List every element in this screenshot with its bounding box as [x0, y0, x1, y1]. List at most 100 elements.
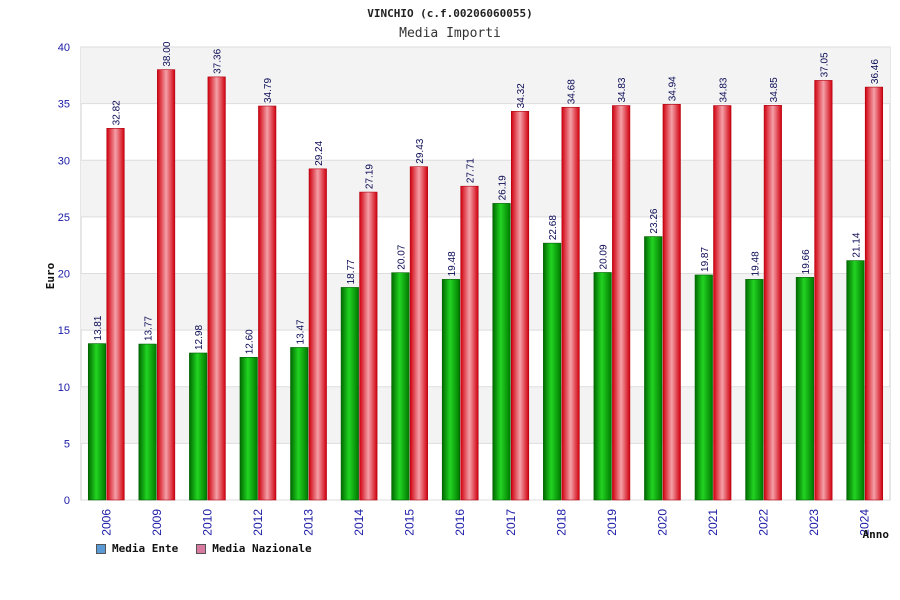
legend-label-media-nazionale: Media Nazionale: [212, 542, 312, 555]
bar-media-ente: [87, 343, 107, 501]
x-tick-label: 2017: [504, 509, 518, 536]
bar-media-ente: [694, 274, 713, 501]
data-label-media-nazionale: 36.46: [870, 59, 881, 84]
bar-media-ente: [189, 352, 208, 501]
data-label-media-ente: 19.66: [801, 249, 812, 274]
data-label-media-nazionale: 38.00: [162, 41, 173, 66]
data-label-media-ente: 21.14: [851, 232, 862, 257]
data-label-media-nazionale: 34.83: [718, 77, 729, 102]
data-label-media-nazionale: 34.94: [668, 76, 679, 101]
data-label-media-ente: 19.48: [447, 251, 458, 276]
bars-group: [87, 69, 884, 501]
x-tick-label: 2019: [605, 509, 619, 536]
y-tick-label: 5: [64, 438, 70, 450]
data-label-media-nazionale: 37.36: [213, 48, 224, 73]
y-tick-label: 10: [58, 382, 70, 394]
x-axis-ticks: 2006 2009 2010 2012 2013 2014 2015 2016 2017 2018…: [99, 509, 871, 536]
bar-media-nazionale: [814, 80, 833, 501]
data-label-media-ente: 26.19: [498, 175, 509, 200]
data-label-media-ente: 19.87: [700, 247, 711, 272]
bar-media-nazionale: [308, 168, 327, 501]
bar-media-nazionale: [460, 185, 479, 501]
data-label-media-ente: 12.60: [245, 329, 256, 354]
legend-swatch-media-ente: [96, 543, 106, 554]
data-label-media-ente: 20.09: [599, 244, 610, 269]
legend-label-media-ente: Media Ente: [112, 542, 179, 555]
bar-media-nazionale: [510, 111, 530, 501]
data-label-media-nazionale: 29.24: [314, 140, 325, 165]
data-label-media-ente: 12.98: [194, 325, 205, 350]
bar-media-nazionale: [561, 106, 580, 501]
bar-media-ente: [138, 343, 157, 501]
data-label-media-ente: 18.77: [346, 259, 357, 284]
bar-media-nazionale: [359, 191, 378, 501]
data-label-media-ente: 13.81: [93, 315, 104, 340]
chart-subtitle: Media Importi: [399, 26, 501, 41]
legend: Media Ente Media Nazionale: [96, 542, 312, 555]
bar-media-ente: [492, 203, 511, 501]
y-tick-label: 35: [58, 99, 70, 111]
data-label-media-nazionale: 32.82: [112, 100, 123, 125]
x-tick-label: 2010: [200, 509, 214, 536]
x-tick-label: 2012: [251, 509, 265, 536]
bar-media-ente: [543, 242, 562, 501]
chart-title: VINCHIO (c.f.00206060055): [367, 7, 533, 20]
data-labels-group: 13.81 32.82 13.77 38.00 12.98 37.36 12.60 34.79…: [93, 41, 881, 354]
data-label-media-ente: 13.77: [144, 316, 155, 341]
data-label-media-nazionale: 34.68: [567, 79, 578, 104]
x-tick-label: 2022: [757, 509, 771, 536]
legend-item-media-nazionale: Media Nazionale: [196, 542, 312, 555]
bar-media-ente: [290, 347, 309, 501]
bar-media-nazionale: [157, 69, 176, 501]
y-tick-label: 25: [58, 212, 70, 224]
y-tick-label: 40: [58, 42, 70, 54]
data-label-media-ente: 22.68: [548, 215, 559, 240]
data-label-media-nazionale: 27.71: [465, 158, 476, 183]
x-tick-label: 2020: [655, 509, 669, 536]
bar-media-ente: [745, 279, 764, 501]
bar-media-ente: [340, 287, 359, 501]
x-tick-label: 2009: [150, 509, 164, 536]
data-label-media-nazionale: 29.43: [415, 138, 426, 163]
legend-swatch-media-nazionale: [196, 543, 207, 554]
data-label-media-nazionale: 34.32: [516, 83, 527, 108]
data-label-media-nazionale: 34.83: [617, 77, 628, 102]
data-label-media-nazionale: 37.05: [819, 52, 830, 77]
x-tick-label: 2014: [352, 509, 366, 536]
bar-media-ente: [795, 277, 814, 501]
bar-media-nazionale: [207, 76, 226, 501]
bar-media-ente: [593, 272, 612, 501]
bar-media-nazionale: [409, 166, 428, 501]
y-axis-ticks: 0 5 10 15 20 25 30 35 40: [58, 42, 70, 507]
bar-media-ente: [239, 357, 258, 501]
x-tick-label: 2018: [554, 509, 568, 536]
x-tick-label: 2021: [706, 509, 720, 536]
bar-media-nazionale: [612, 105, 631, 501]
y-tick-label: 15: [58, 325, 70, 337]
bar-media-nazionale: [864, 86, 884, 501]
y-tick-label: 0: [64, 495, 70, 507]
bar-media-ente: [441, 279, 461, 501]
bar-media-ente: [391, 272, 410, 501]
data-label-media-nazionale: 34.79: [263, 78, 274, 103]
bar-media-ente: [644, 236, 663, 501]
data-label-media-ente: 23.26: [649, 208, 660, 233]
bar-media-nazionale: [713, 105, 732, 501]
data-label-media-nazionale: 34.85: [769, 77, 780, 102]
bar-media-nazionale: [258, 105, 277, 501]
x-axis-label: Anno: [863, 528, 890, 541]
legend-item-media-ente: Media Ente: [96, 542, 178, 555]
data-label-media-nazionale: 27.19: [364, 164, 375, 189]
bar-media-nazionale: [662, 104, 681, 501]
y-tick-label: 20: [58, 269, 70, 281]
data-label-media-ente: 19.48: [750, 251, 761, 276]
x-tick-label: 2024: [858, 509, 872, 536]
y-axis-label: Euro: [44, 262, 57, 289]
x-tick-label: 2023: [807, 509, 821, 536]
x-tick-label: 2016: [453, 509, 467, 536]
y-tick-label: 30: [58, 155, 70, 167]
x-tick-label: 2015: [403, 509, 417, 536]
bar-media-ente: [846, 260, 865, 501]
data-label-media-ente: 20.07: [396, 244, 407, 269]
